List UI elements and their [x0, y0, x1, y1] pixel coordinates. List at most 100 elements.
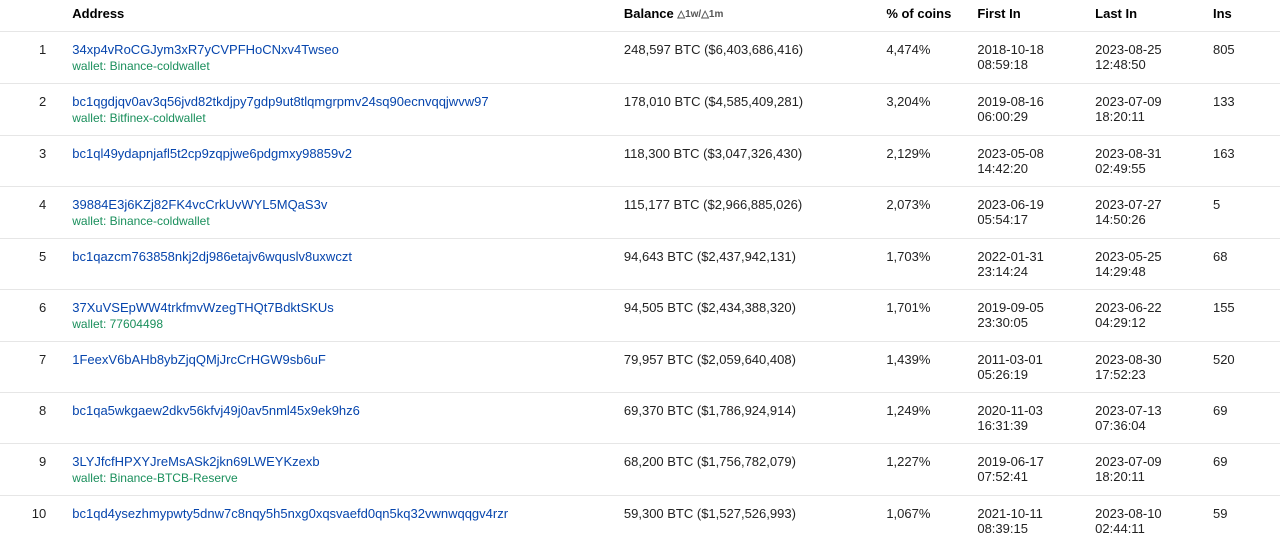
cell-balance: 68,200 BTC ($1,756,782,079) [616, 444, 878, 496]
cell-pct: 1,703% [878, 239, 969, 290]
header-address: Address [64, 0, 616, 32]
cell-rank: 8 [0, 393, 64, 444]
cell-first-in: 2021-10-1108:39:15 [969, 496, 1087, 547]
last-in-time: 17:52:23 [1095, 367, 1197, 382]
cell-last-in: 2023-08-3017:52:23 [1087, 342, 1205, 393]
first-in-date: 2019-08-16 [977, 94, 1079, 109]
cell-pct: 3,204% [878, 84, 969, 136]
cell-ins: 69 [1205, 444, 1280, 496]
first-in-time: 08:59:18 [977, 57, 1079, 72]
last-in-date: 2023-08-25 [1095, 42, 1197, 57]
last-in-date: 2023-05-25 [1095, 249, 1197, 264]
first-in-time: 05:26:19 [977, 367, 1079, 382]
last-in-date: 2023-08-10 [1095, 506, 1197, 521]
cell-ins: 163 [1205, 136, 1280, 187]
cell-address: 34xp4vRoCGJym3xR7yCVPFHoCNxv4Twseo wallet… [64, 32, 616, 84]
address-link[interactable]: bc1ql49ydapnjafl5t2cp9zqpjwe6pdgmxy98859… [72, 146, 352, 161]
address-link[interactable]: 39884E3j6KZj82FK4vcCrkUvWYL5MQaS3v [72, 197, 327, 212]
address-link[interactable]: bc1qa5wkgaew2dkv56kfvj49j0av5nml45x9ek9h… [72, 403, 360, 418]
cell-last-in: 2023-08-1002:44:11 [1087, 496, 1205, 547]
cell-pct: 4,474% [878, 32, 969, 84]
table-row: 8 bc1qa5wkgaew2dkv56kfvj49j0av5nml45x9ek9… [0, 393, 1280, 444]
cell-ins: 133 [1205, 84, 1280, 136]
cell-rank: 2 [0, 84, 64, 136]
first-in-time: 23:14:24 [977, 264, 1079, 279]
address-link[interactable]: bc1qazcm763858nkj2dj986etajv6wquslv8uxwc… [72, 249, 352, 264]
last-in-time: 14:50:26 [1095, 212, 1197, 227]
cell-pct: 1,249% [878, 393, 969, 444]
address-link[interactable]: 3LYJfcfHPXYJreMsASk2jkn69LWEYKzexb [72, 454, 319, 469]
table-header-row: Address Balance △1w/△1m % of coins First… [0, 0, 1280, 32]
last-in-time: 02:49:55 [1095, 161, 1197, 176]
table-row: 3 bc1ql49ydapnjafl5t2cp9zqpjwe6pdgmxy9885… [0, 136, 1280, 187]
wallet-label: wallet: 77604498 [72, 317, 608, 331]
cell-balance: 94,505 BTC ($2,434,388,320) [616, 290, 878, 342]
cell-ins: 59 [1205, 496, 1280, 547]
cell-balance: 118,300 BTC ($3,047,326,430) [616, 136, 878, 187]
cell-first-in: 2023-06-1905:54:17 [969, 187, 1087, 239]
table-row: 2 bc1qgdjqv0av3q56jvd82tkdjpy7gdp9ut8tlqm… [0, 84, 1280, 136]
first-in-time: 16:31:39 [977, 418, 1079, 433]
cell-rank: 5 [0, 239, 64, 290]
table-body: 1 34xp4vRoCGJym3xR7yCVPFHoCNxv4Twseo walle… [0, 32, 1280, 547]
last-in-date: 2023-06-22 [1095, 300, 1197, 315]
cell-ins: 805 [1205, 32, 1280, 84]
header-balance-delta: △1w/△1m [677, 9, 723, 20]
first-in-date: 2019-06-17 [977, 454, 1079, 469]
cell-pct: 1,439% [878, 342, 969, 393]
cell-ins: 69 [1205, 393, 1280, 444]
first-in-time: 23:30:05 [977, 315, 1079, 330]
first-in-time: 06:00:29 [977, 109, 1079, 124]
cell-rank: 1 [0, 32, 64, 84]
address-link[interactable]: bc1qgdjqv0av3q56jvd82tkdjpy7gdp9ut8tlqmg… [72, 94, 488, 109]
last-in-date: 2023-07-09 [1095, 454, 1197, 469]
wallet-label: wallet: Binance-coldwallet [72, 59, 608, 73]
last-in-time: 12:48:50 [1095, 57, 1197, 72]
first-in-date: 2019-09-05 [977, 300, 1079, 315]
table-row: 10 bc1qd4ysezhmypwty5dnw7c8nqy5h5nxg0xqsv… [0, 496, 1280, 547]
address-link[interactable]: 1FeexV6bAHb8ybZjqQMjJrcCrHGW9sb6uF [72, 352, 326, 367]
header-balance: Balance △1w/△1m [616, 0, 878, 32]
cell-first-in: 2011-03-0105:26:19 [969, 342, 1087, 393]
table-row: 1 34xp4vRoCGJym3xR7yCVPFHoCNxv4Twseo walle… [0, 32, 1280, 84]
last-in-time: 14:29:48 [1095, 264, 1197, 279]
cell-rank: 7 [0, 342, 64, 393]
cell-pct: 1,701% [878, 290, 969, 342]
cell-last-in: 2023-07-0918:20:11 [1087, 444, 1205, 496]
address-link[interactable]: bc1qd4ysezhmypwty5dnw7c8nqy5h5nxg0xqsvae… [72, 506, 508, 521]
cell-address: 37XuVSEpWW4trkfmvWzegTHQt7BdktSKUs wallet… [64, 290, 616, 342]
cell-address: 1FeexV6bAHb8ybZjqQMjJrcCrHGW9sb6uF [64, 342, 616, 393]
first-in-date: 2023-05-08 [977, 146, 1079, 161]
last-in-date: 2023-07-27 [1095, 197, 1197, 212]
cell-rank: 10 [0, 496, 64, 547]
cell-balance: 79,957 BTC ($2,059,640,408) [616, 342, 878, 393]
first-in-time: 14:42:20 [977, 161, 1079, 176]
rich-list-table: Address Balance △1w/△1m % of coins First… [0, 0, 1280, 546]
cell-address: bc1ql49ydapnjafl5t2cp9zqpjwe6pdgmxy98859… [64, 136, 616, 187]
first-in-date: 2021-10-11 [977, 506, 1079, 521]
first-in-date: 2022-01-31 [977, 249, 1079, 264]
cell-address: bc1qgdjqv0av3q56jvd82tkdjpy7gdp9ut8tlqmg… [64, 84, 616, 136]
cell-pct: 2,073% [878, 187, 969, 239]
cell-rank: 9 [0, 444, 64, 496]
cell-ins: 155 [1205, 290, 1280, 342]
cell-last-in: 2023-05-2514:29:48 [1087, 239, 1205, 290]
header-pct: % of coins [878, 0, 969, 32]
table-row: 93LYJfcfHPXYJreMsASk2jkn69LWEYKzexbwalle… [0, 444, 1280, 496]
last-in-date: 2023-08-31 [1095, 146, 1197, 161]
cell-last-in: 2023-08-2512:48:50 [1087, 32, 1205, 84]
cell-pct: 2,129% [878, 136, 969, 187]
last-in-time: 18:20:11 [1095, 469, 1197, 484]
cell-first-in: 2020-11-0316:31:39 [969, 393, 1087, 444]
cell-balance: 115,177 BTC ($2,966,885,026) [616, 187, 878, 239]
table-row: 439884E3j6KZj82FK4vcCrkUvWYL5MQaS3vwalle… [0, 187, 1280, 239]
last-in-time: 18:20:11 [1095, 109, 1197, 124]
cell-ins: 5 [1205, 187, 1280, 239]
first-in-date: 2018-10-18 [977, 42, 1079, 57]
cell-last-in: 2023-07-1307:36:04 [1087, 393, 1205, 444]
cell-first-in: 2019-08-1606:00:29 [969, 84, 1087, 136]
address-link[interactable]: 34xp4vRoCGJym3xR7yCVPFHoCNxv4Twseo [72, 42, 339, 57]
first-in-time: 07:52:41 [977, 469, 1079, 484]
cell-rank: 3 [0, 136, 64, 187]
address-link[interactable]: 37XuVSEpWW4trkfmvWzegTHQt7BdktSKUs [72, 300, 334, 315]
